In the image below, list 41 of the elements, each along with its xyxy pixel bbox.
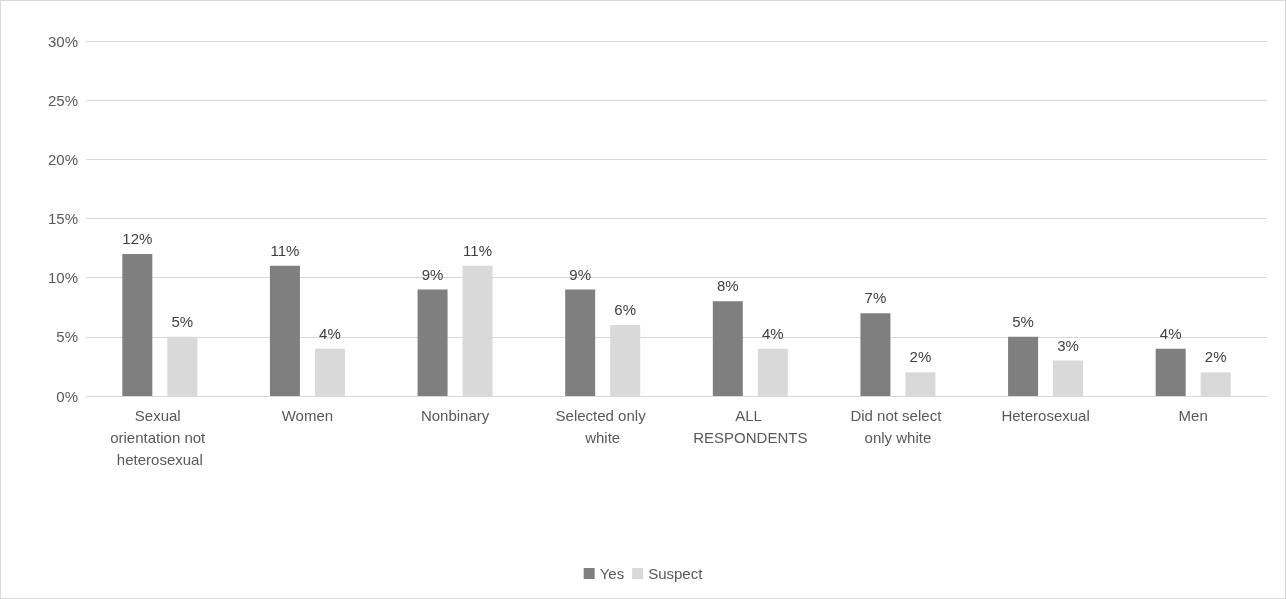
data-label: 3% — [1057, 336, 1079, 354]
bar — [1008, 336, 1039, 396]
x-tick-label: Men — [1178, 406, 1208, 424]
y-tick-label: 10% — [47, 269, 78, 287]
data-label: 12% — [122, 230, 153, 247]
data-label: 6% — [614, 301, 637, 318]
data-label: 2% — [1204, 348, 1227, 366]
legend-label: Yes — [599, 565, 625, 582]
data-label: 4% — [761, 324, 784, 342]
y-tick-label: 5% — [56, 328, 78, 346]
data-label: 9% — [569, 265, 592, 283]
data-label: 4% — [319, 324, 341, 342]
data-label: 5% — [171, 312, 194, 330]
x-tick-label: Nonbinary — [420, 406, 490, 424]
data-label: 9% — [421, 265, 444, 283]
data-label: 8% — [716, 277, 739, 295]
legend-label: Suspect — [648, 565, 704, 582]
x-tick-label: Did not select only white — [850, 406, 946, 446]
bar — [860, 313, 891, 396]
x-tick-label: Sexual orientation not heterosexual — [110, 406, 210, 468]
y-tick-label: 20% — [47, 150, 78, 168]
bar — [269, 265, 300, 396]
x-tick-label: Selected only white — [555, 406, 650, 446]
y-tick-label: 0% — [56, 387, 78, 405]
data-label: 2% — [909, 348, 932, 366]
x-tick-label: ALL RESPONDENTS — [693, 406, 808, 446]
data-label: 7% — [864, 289, 887, 307]
bar — [417, 289, 448, 396]
bar — [1155, 348, 1186, 396]
bar — [122, 254, 153, 396]
data-label: 11% — [270, 241, 300, 259]
data-label: 4% — [1159, 324, 1182, 342]
y-tick-label: 30% — [47, 32, 78, 50]
bar — [565, 289, 596, 396]
data-label: 5% — [1012, 312, 1034, 330]
x-tick-label: Women — [281, 406, 334, 424]
data-label: 11% — [463, 241, 493, 259]
x-tick-label: Heterosexual — [1001, 406, 1090, 424]
bar — [712, 301, 743, 396]
y-tick-label: 25% — [47, 91, 78, 109]
y-tick-label: 15% — [47, 210, 78, 227]
